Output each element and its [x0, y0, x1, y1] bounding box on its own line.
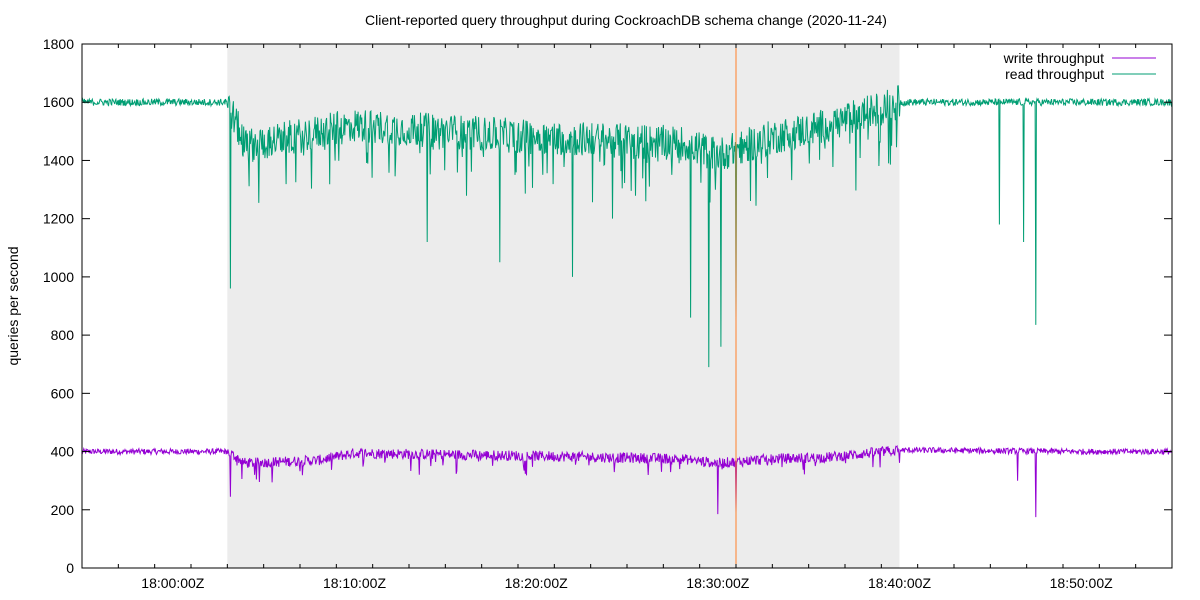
- series-line-read-throughput: [81, 85, 1173, 368]
- x-tick-label: 18:10:00Z: [323, 575, 386, 591]
- y-tick-label: 400: [51, 444, 75, 460]
- x-axis: 18:00:00Z 18:10:00Z 18:20:00Z 18:30:00Z 18:4…: [81, 44, 1173, 591]
- series-line-write-throughput: [81, 445, 1173, 518]
- y-axis: 0 200 400 600 800 1000 1200 1400 1600 1800: [43, 36, 1172, 576]
- x-tick-label: 18:50:00Z: [1050, 575, 1113, 591]
- y-tick-label: 1600: [43, 94, 74, 110]
- y-tick-label: 200: [51, 502, 75, 518]
- x-tick-label: 18:40:00Z: [868, 575, 931, 591]
- series-layer: [81, 85, 1173, 518]
- x-tick-label: 18:00:00Z: [141, 575, 204, 591]
- y-tick-label: 800: [51, 327, 75, 343]
- y-tick-label: 0: [66, 560, 74, 576]
- legend-label: read throughput: [1005, 66, 1104, 82]
- legend-label: write throughput: [1003, 50, 1105, 66]
- y-tick-label: 1200: [43, 211, 74, 227]
- y-tick-label: 1400: [43, 152, 74, 168]
- x-tick-label: 18:20:00Z: [505, 575, 568, 591]
- y-tick-label: 1800: [43, 36, 74, 52]
- y-tick-label: 600: [51, 385, 75, 401]
- chart-title: Client-reported query throughput during …: [365, 12, 887, 28]
- x-tick-label: 18:30:00Z: [686, 575, 749, 591]
- y-axis-label: queries per second: [5, 246, 21, 365]
- y-tick-label: 1000: [43, 269, 74, 285]
